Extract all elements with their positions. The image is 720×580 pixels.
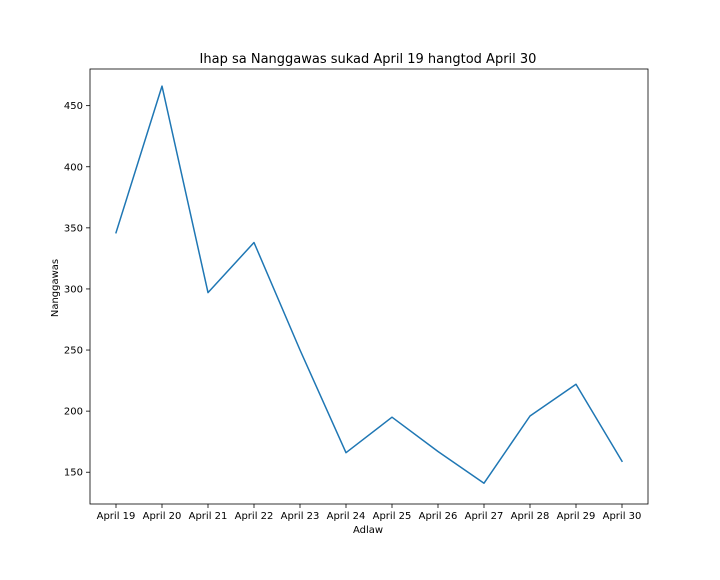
y-tick-label: 400 (64, 162, 83, 173)
series-line (116, 86, 622, 483)
x-tick-label: April 24 (327, 511, 366, 522)
x-axis-label: Adlaw (353, 525, 383, 536)
y-axis-label: Nanggawas (50, 259, 61, 317)
plot-area: 150 200 250 300 350 400 450 April 19 April 20 Apr… (64, 69, 648, 522)
y-tick-label: 200 (64, 407, 83, 418)
x-tick-label: April 22 (235, 511, 274, 522)
y-tick-label: 150 (64, 468, 83, 479)
x-tick-label: April 26 (419, 511, 458, 522)
x-tick-label: April 21 (189, 511, 228, 522)
y-tick-label: 300 (64, 284, 83, 295)
y-tick-label: 250 (64, 346, 83, 357)
chart-title: Ihap sa Nanggawas sukad April 19 hangtod… (200, 52, 537, 67)
x-tick-label: April 19 (97, 511, 136, 522)
y-tick-label: 350 (64, 223, 83, 234)
x-tick-label: April 27 (465, 511, 504, 522)
y-tick-label: 450 (64, 101, 83, 112)
x-tick-label: April 28 (511, 511, 550, 522)
plot-frame (90, 69, 648, 504)
x-tick-label: April 20 (143, 511, 182, 522)
x-tick-label: April 29 (557, 511, 596, 522)
x-tick-label: April 23 (281, 511, 320, 522)
x-tick-label: April 30 (603, 511, 642, 522)
x-tick-label: April 25 (373, 511, 412, 522)
